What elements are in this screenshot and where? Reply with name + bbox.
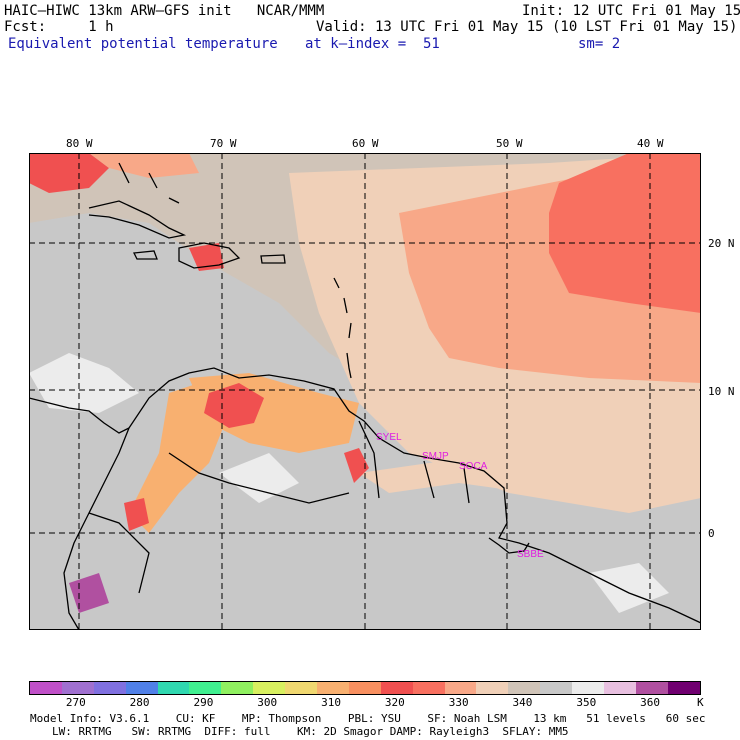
coast-puerto-rico (260, 254, 286, 264)
colorbar-label: 290 (193, 696, 214, 709)
field-cuba-warm (89, 153, 199, 178)
field-cuba-hot (29, 153, 109, 193)
coast-south-america-north (128, 367, 701, 624)
colorbar-label: 340 (512, 696, 533, 709)
colorbar-label: 320 (384, 696, 405, 709)
coast-pacific (63, 427, 130, 630)
coast-bahamas (118, 162, 180, 204)
lat-label-10n: 10 N (708, 385, 735, 398)
model-info-line2: LW: RRTMG SW: RRTMG DIFF: full KM: 2D Sm… (52, 725, 569, 738)
colorbar-swatch (412, 682, 445, 694)
coast-cuba (88, 200, 187, 239)
colorbar-swatch (604, 682, 636, 694)
valid-time: Valid: 13 UTC Fri 01 May 15 (10 LST Fri … (316, 19, 738, 35)
colorbar-swatch (380, 682, 413, 694)
colorbar-label: 270 (65, 696, 86, 709)
forecast-hour: Fcst: 1 h (4, 19, 114, 35)
field-peach-south (359, 443, 701, 498)
colorbar-swatch (508, 682, 541, 694)
colorbar-swatch (348, 682, 381, 694)
colorbar-swatch (667, 682, 700, 694)
field-red-core (549, 153, 701, 313)
field-name: Equivalent potential temperature (8, 36, 278, 52)
field-light-2 (219, 453, 299, 503)
border-countries (88, 420, 470, 594)
lat-label-0: 0 (708, 527, 715, 540)
colorbar-label: 350 (576, 696, 597, 709)
field-hot-colombia (124, 498, 149, 531)
weather-map[interactable]: SYEL SMJP SOCA SBBE (29, 153, 701, 630)
colorbar-swatch (572, 682, 605, 694)
station-smjp: SMJP (422, 451, 449, 462)
colorbar-swatch (285, 682, 318, 694)
coast-jamaica (132, 250, 158, 260)
colorbar-swatch (476, 682, 509, 694)
gridlines (29, 153, 701, 630)
k-index: at k–index = 51 (305, 36, 440, 52)
coast-central-america (29, 397, 130, 434)
colorbar-swatch (317, 682, 349, 694)
field-hot-venezuela (204, 383, 264, 428)
smoothing: sm= 2 (578, 36, 621, 52)
colorbar-swatch (93, 682, 126, 694)
coast-antilles (333, 277, 352, 379)
station-syel: SYEL (376, 432, 402, 443)
plot-title: HAIC–HIWC 13km ARW–GFS init NCAR/MMM (4, 3, 325, 19)
colorbar-label: 310 (321, 696, 341, 709)
init-time: Init: 12 UTC Fri 01 May 15 (522, 3, 740, 19)
colorbar-swatch (444, 682, 477, 694)
lon-label-60w: 60 W (352, 137, 379, 150)
colorbar-swatch (30, 682, 62, 694)
field-light-1 (29, 353, 139, 413)
field-hot-guyana (344, 448, 369, 483)
model-info-line1: Model Info: V3.6.1 CU: KF MP: Thompson P… (30, 712, 706, 725)
coast-amazon-mouth (488, 537, 530, 554)
lat-label-20n: 20 N (708, 237, 735, 250)
colorbar-swatch (221, 682, 254, 694)
station-sbbe: SBBE (517, 549, 544, 560)
station-soca: SOCA (459, 461, 488, 472)
lon-label-70w: 70 W (210, 137, 237, 150)
colorbar (29, 681, 701, 695)
colorbar-swatch (635, 682, 668, 694)
colorbar-swatch (125, 682, 158, 694)
colorbar-swatch (253, 682, 286, 694)
lon-label-80w: 80 W (66, 137, 93, 150)
lon-label-50w: 50 W (496, 137, 523, 150)
field-warm-colombia (129, 383, 229, 533)
colorbar-swatch (189, 682, 222, 694)
colorbar-unit: K (697, 696, 704, 709)
field-hispaniola-hot (189, 243, 224, 271)
colorbar-label: 280 (129, 696, 150, 709)
lon-label-40w: 40 W (637, 137, 664, 150)
coast-hispaniola (178, 242, 241, 269)
colorbar-swatch (540, 682, 573, 694)
colorbar-label: 360 (640, 696, 661, 709)
colorbar-label: 330 (448, 696, 469, 709)
colorbar-swatch (157, 682, 190, 694)
colorbar-swatch (61, 682, 94, 694)
colorbar-label: 300 (257, 696, 278, 709)
